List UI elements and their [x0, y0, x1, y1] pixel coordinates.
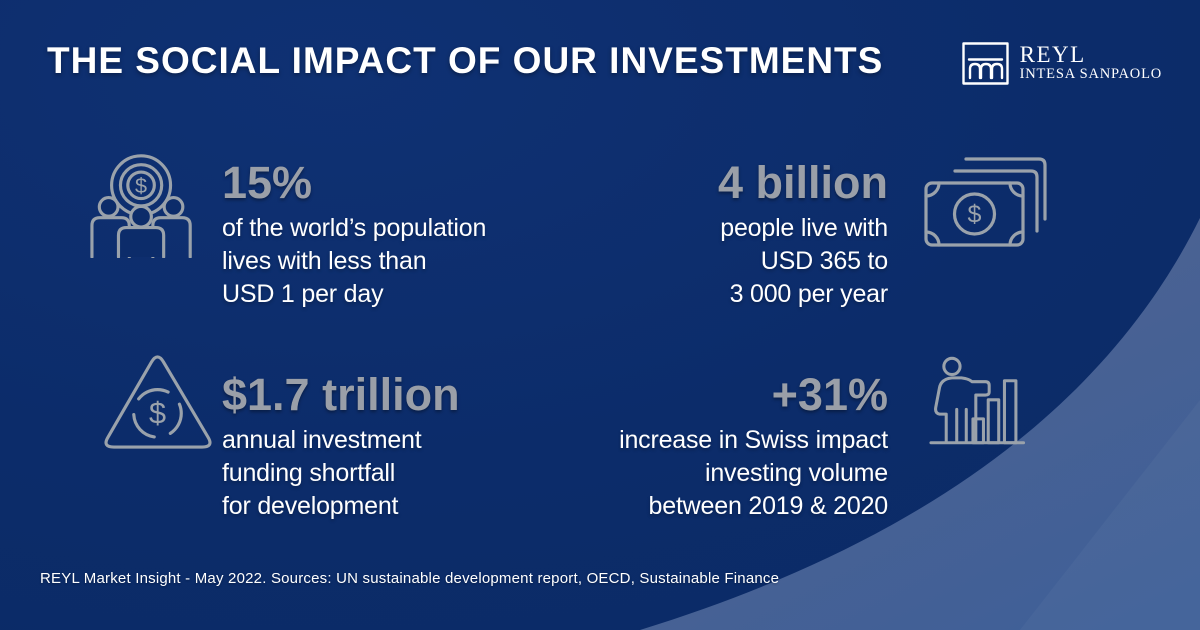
stat-line: for development: [222, 492, 399, 520]
stat-line: lives with less than: [222, 247, 427, 275]
brand-group-name: INTESA SANPAOLO: [1019, 66, 1162, 82]
stat-value: +31%: [771, 369, 888, 420]
svg-text:$: $: [149, 395, 166, 430]
person-bar-chart-icon: [929, 356, 1026, 445]
svg-text:$: $: [968, 201, 982, 229]
stat-line: funding shortfall: [222, 459, 396, 487]
stat-line: people live with: [720, 214, 888, 242]
stat-income-range: 4 billion people live with USD 365 to 3 …: [718, 160, 888, 311]
stat-line: between 2019 & 2020: [648, 492, 889, 520]
brand-logo: REYL INTESA SANPAOLO: [961, 42, 1162, 85]
stat-funding-shortfall: $1.7 trillion annual investment funding …: [222, 372, 460, 523]
stat-line: annual investment: [222, 426, 422, 454]
stat-line: USD 1 per day: [222, 280, 384, 308]
stat-line: investing volume: [704, 459, 888, 487]
stat-value: $1.7 trillion: [222, 369, 460, 420]
brand-name: REYL: [1019, 42, 1086, 67]
brand-wordmark: REYL INTESA SANPAOLO: [1020, 42, 1162, 83]
stat-line: increase in Swiss impact: [619, 426, 888, 454]
stat-line: 3 000 per year: [729, 280, 889, 308]
footer-source-note: REYL Market Insight - May 2022. Sources:…: [40, 570, 780, 587]
banknotes-dollar-icon: $: [924, 157, 1047, 247]
stat-value: 15%: [222, 157, 313, 208]
stat-line: USD 365 to: [760, 247, 888, 275]
page-title: THE SOCIAL IMPACT OF OUR INVESTMENTS: [47, 40, 884, 81]
intesa-arches-icon: [961, 42, 1009, 85]
people-dollar-coin-icon: $: [90, 154, 192, 258]
stat-value: 4 billion: [717, 157, 888, 208]
stat-line: of the world’s population: [222, 214, 487, 242]
stat-swiss-impact-growth: +31% increase in Swiss impact investing …: [619, 372, 888, 523]
stat-population-poverty: 15% of the world’s population lives with…: [222, 160, 486, 311]
svg-text:$: $: [135, 173, 147, 198]
triangle-dollar-icon: $: [104, 355, 212, 449]
